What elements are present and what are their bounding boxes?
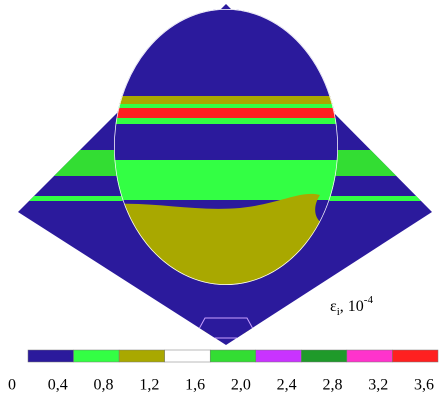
tick-label: 1,6 [185, 377, 205, 394]
tick-label: 3,6 [414, 377, 434, 394]
colorbar-segment [347, 350, 393, 362]
tick-label: 0 [8, 377, 16, 394]
colorbar-segment [210, 350, 256, 362]
legend-label: εi, 10-4 [330, 294, 373, 318]
exponent: -4 [364, 294, 374, 306]
tick-label: 1,2 [139, 377, 159, 394]
colorbar-segment [74, 350, 120, 362]
tick-label: 3,2 [368, 377, 388, 394]
tick-label: 2,8 [322, 377, 342, 394]
colorbar: 0 0,4 0,8 1,2 1,6 2,0 2,4 2,8 3,2 3,6 [8, 350, 438, 394]
figure: εi, 10-4 0 0,4 0,8 1,2 1,6 2,0 2,4 2,8 3,2 3,6 [0, 0, 446, 414]
colorbar-segment [256, 350, 302, 362]
colorbar-segment [28, 350, 74, 362]
colorbar-segment [392, 350, 438, 362]
tick-label: 0,4 [48, 377, 68, 394]
tick-label: 0,8 [94, 377, 114, 394]
tick-label: 2,4 [277, 377, 297, 394]
colorbar-segment [165, 350, 211, 362]
tick-label: 2,0 [231, 377, 251, 394]
unit: , 10 [340, 298, 364, 315]
colorbar-segment [301, 350, 347, 362]
colorbar-segment [119, 350, 165, 362]
